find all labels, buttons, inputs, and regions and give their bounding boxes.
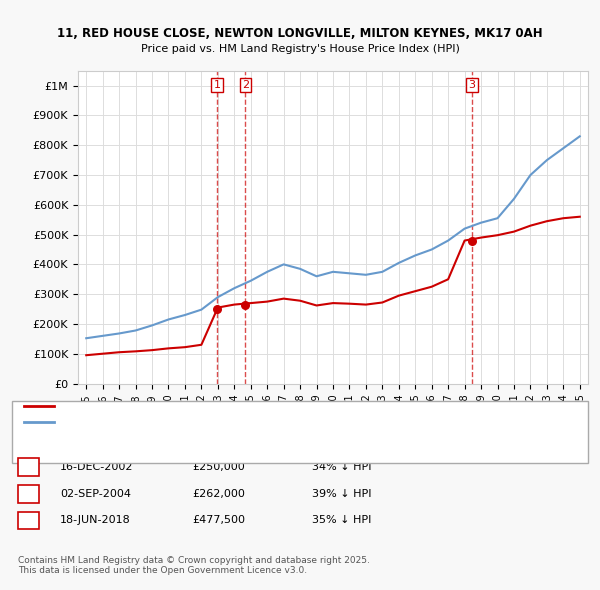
Text: 02-SEP-2004: 02-SEP-2004 [60,489,131,499]
Text: 2: 2 [25,489,32,499]
Text: 2: 2 [242,80,249,90]
Text: £477,500: £477,500 [192,516,245,525]
Text: 1: 1 [214,80,221,90]
Text: £250,000: £250,000 [192,463,245,472]
Text: 3: 3 [469,80,476,90]
Text: Price paid vs. HM Land Registry's House Price Index (HPI): Price paid vs. HM Land Registry's House … [140,44,460,54]
Text: Contains HM Land Registry data © Crown copyright and database right 2025.
This d: Contains HM Land Registry data © Crown c… [18,556,370,575]
Text: 39% ↓ HPI: 39% ↓ HPI [312,489,371,499]
Text: 11, RED HOUSE CLOSE, NEWTON LONGVILLE, MILTON KEYNES, MK17 0AH (detached house): 11, RED HOUSE CLOSE, NEWTON LONGVILLE, M… [57,401,470,411]
Text: 1: 1 [25,463,32,472]
Text: HPI: Average price, detached house, Buckinghamshire: HPI: Average price, detached house, Buck… [57,417,303,427]
Text: £262,000: £262,000 [192,489,245,499]
Text: 34% ↓ HPI: 34% ↓ HPI [312,463,371,472]
Text: 3: 3 [25,516,32,525]
Text: 18-JUN-2018: 18-JUN-2018 [60,516,131,525]
Text: 35% ↓ HPI: 35% ↓ HPI [312,516,371,525]
Point [212,304,222,314]
Point [467,237,477,246]
Text: 16-DEC-2002: 16-DEC-2002 [60,463,133,472]
Text: 11, RED HOUSE CLOSE, NEWTON LONGVILLE, MILTON KEYNES, MK17 0AH: 11, RED HOUSE CLOSE, NEWTON LONGVILLE, M… [57,27,543,40]
Point [241,301,250,310]
